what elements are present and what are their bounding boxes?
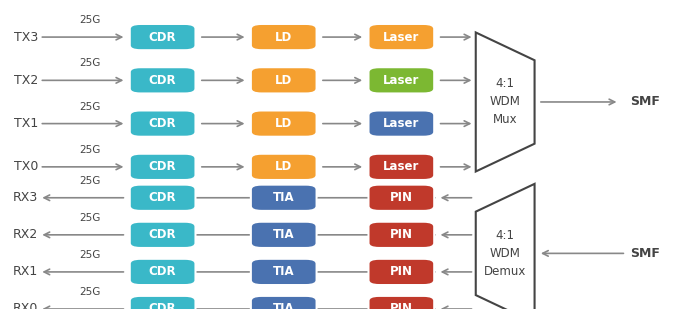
FancyBboxPatch shape [251, 259, 316, 285]
Polygon shape [476, 32, 535, 171]
Text: CDR: CDR [149, 228, 176, 241]
FancyBboxPatch shape [368, 184, 435, 211]
Text: 25G: 25G [80, 58, 100, 68]
Text: RX1: RX1 [13, 265, 38, 278]
Text: 4:1
WDM
Mux: 4:1 WDM Mux [490, 78, 520, 126]
Text: PIN: PIN [390, 303, 413, 309]
Text: 25G: 25G [80, 250, 100, 260]
Text: TX1: TX1 [14, 117, 38, 130]
Text: SMF: SMF [630, 95, 659, 108]
FancyBboxPatch shape [368, 67, 435, 93]
Text: CDR: CDR [149, 160, 176, 173]
FancyBboxPatch shape [368, 24, 435, 50]
Text: TIA: TIA [273, 265, 295, 278]
Text: CDR: CDR [149, 74, 176, 87]
Text: TX0: TX0 [14, 160, 38, 173]
FancyBboxPatch shape [368, 259, 435, 285]
FancyBboxPatch shape [130, 259, 195, 285]
Text: Laser: Laser [383, 74, 419, 87]
FancyBboxPatch shape [130, 110, 195, 137]
Text: CDR: CDR [149, 303, 176, 309]
Text: 25G: 25G [80, 213, 100, 223]
FancyBboxPatch shape [130, 222, 195, 248]
Text: CDR: CDR [149, 117, 176, 130]
Text: Laser: Laser [383, 117, 419, 130]
FancyBboxPatch shape [368, 296, 435, 309]
FancyBboxPatch shape [130, 184, 195, 211]
Text: RX3: RX3 [13, 191, 38, 204]
FancyBboxPatch shape [130, 67, 195, 93]
Text: RX2: RX2 [13, 228, 38, 241]
FancyBboxPatch shape [251, 67, 316, 93]
FancyBboxPatch shape [368, 222, 435, 248]
Text: 25G: 25G [80, 287, 100, 297]
Text: TX2: TX2 [14, 74, 38, 87]
Text: TIA: TIA [273, 191, 295, 204]
Text: LD: LD [275, 74, 292, 87]
Text: TIA: TIA [273, 228, 295, 241]
FancyBboxPatch shape [130, 154, 195, 180]
Text: LD: LD [275, 160, 292, 173]
Text: TIA: TIA [273, 303, 295, 309]
FancyBboxPatch shape [251, 222, 316, 248]
FancyBboxPatch shape [251, 154, 316, 180]
FancyBboxPatch shape [251, 24, 316, 50]
Text: 25G: 25G [80, 176, 100, 186]
Text: SMF: SMF [630, 247, 659, 260]
Text: CDR: CDR [149, 265, 176, 278]
FancyBboxPatch shape [251, 110, 316, 137]
Text: TX3: TX3 [14, 31, 38, 44]
FancyBboxPatch shape [368, 110, 435, 137]
Text: CDR: CDR [149, 191, 176, 204]
Text: 25G: 25G [80, 102, 100, 112]
Text: LD: LD [275, 31, 292, 44]
Text: 25G: 25G [80, 145, 100, 155]
Polygon shape [476, 184, 535, 309]
FancyBboxPatch shape [251, 184, 316, 211]
Text: PIN: PIN [390, 265, 413, 278]
Text: LD: LD [275, 117, 292, 130]
Text: Laser: Laser [383, 160, 419, 173]
Text: PIN: PIN [390, 191, 413, 204]
Text: CDR: CDR [149, 31, 176, 44]
Text: RX0: RX0 [12, 303, 38, 309]
FancyBboxPatch shape [130, 24, 195, 50]
Text: Laser: Laser [383, 31, 419, 44]
Text: PIN: PIN [390, 228, 413, 241]
Text: 4:1
WDM
Demux: 4:1 WDM Demux [484, 229, 527, 278]
FancyBboxPatch shape [368, 154, 435, 180]
FancyBboxPatch shape [130, 296, 195, 309]
Text: 25G: 25G [80, 15, 100, 25]
FancyBboxPatch shape [251, 296, 316, 309]
